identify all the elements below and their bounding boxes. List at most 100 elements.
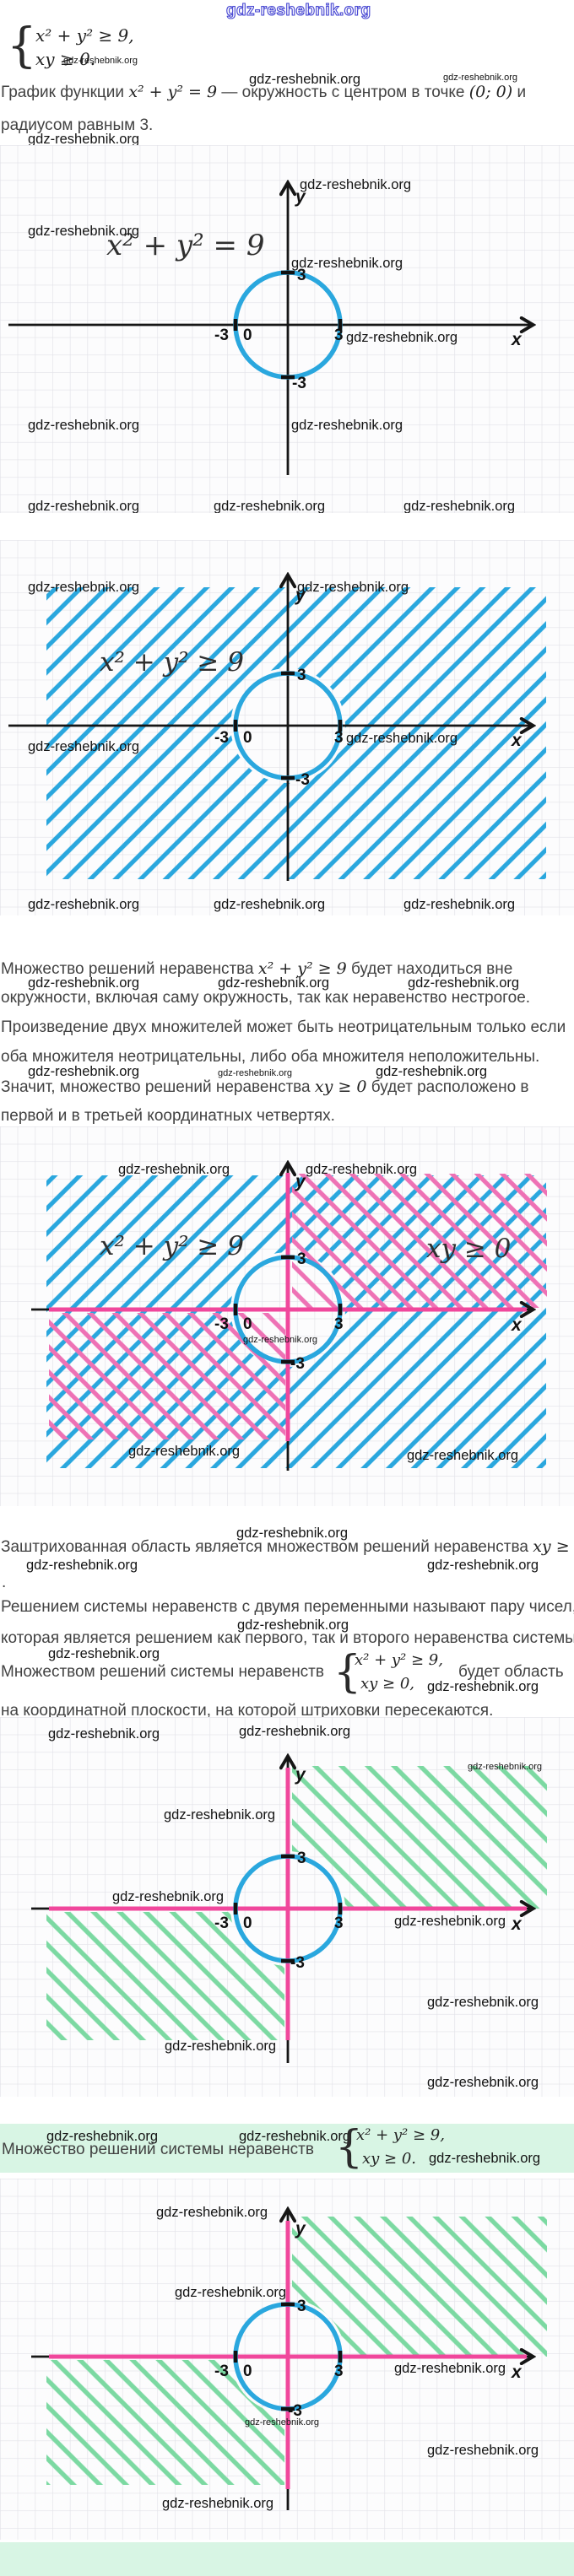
watermark: gdz-reshebnik.org — [239, 1724, 350, 1739]
system-line-2: xy ≥ 0. — [362, 2150, 417, 2168]
para-b5-lead: Множеством решений системы неравенств — [1, 1663, 324, 1681]
intro-line-2: радиусом равным 3. — [1, 116, 154, 134]
intro-text: График функции — [1, 84, 129, 101]
watermark: gdz-reshebnik.org — [164, 1807, 275, 1823]
header-watermark: gdz-reshebnik.org — [225, 1, 371, 19]
tick-label-3-top: 3 — [297, 1250, 306, 1268]
equation-right-label: xy ≥ 0 — [426, 1234, 511, 1264]
y-axis-label: y — [295, 1765, 306, 1785]
text: будет расположено в — [366, 1078, 529, 1096]
system-brace: { — [335, 2122, 364, 2173]
tick-label-3-right: 3 — [334, 327, 344, 344]
math: x² + y² ≥ 9 — [257, 959, 347, 978]
watermark: gdz-reshebnik.org — [346, 330, 458, 345]
tick-label-3-right: 3 — [334, 729, 344, 747]
watermark: gdz-reshebnik.org — [346, 731, 458, 746]
watermark: gdz-reshebnik.org — [26, 1558, 138, 1573]
tick-label-minus3-bottom: -3 — [290, 1954, 305, 1972]
para-a6: первой и в третьей координатных четвертя… — [1, 1107, 335, 1125]
watermark: gdz-reshebnik.org — [63, 56, 138, 66]
system-line-2: xy ≥ 0. — [35, 49, 96, 69]
bottom-band — [0, 2542, 574, 2576]
watermark: gdz-reshebnik.org — [427, 2443, 539, 2458]
system-brace: { — [7, 19, 37, 73]
watermark: gdz-reshebnik.org — [239, 2129, 351, 2144]
equation-label: x² + y² ≥ 9 — [100, 647, 244, 678]
tick-label-0: 0 — [243, 2363, 252, 2380]
text: Множество решений неравенства — [1, 960, 258, 978]
watermark: gdz-reshebnik.org — [427, 1995, 539, 2010]
math: xy ≥ 0 — [314, 1077, 367, 1096]
intro-text: и — [512, 84, 527, 101]
y-axis-label: y — [295, 586, 306, 605]
watermark: gdz-reshebnik.org — [28, 897, 139, 912]
green-hatch-q3 — [46, 1912, 284, 2040]
para-b1: Заштрихованная область является множеств… — [1, 1538, 574, 1556]
watermark: gdz-reshebnik.org — [162, 2496, 273, 2511]
watermark: gdz-reshebnik.org — [48, 1646, 160, 1661]
watermark: gdz-reshebnik.org — [218, 975, 330, 991]
watermark: gdz-reshebnik.org — [300, 177, 411, 192]
watermark: gdz-reshebnik.org — [156, 2205, 268, 2220]
tick-label-3-top: 3 — [297, 667, 306, 684]
watermark: gdz-reshebnik.org — [46, 2129, 159, 2144]
watermark: gdz-reshebnik.org — [408, 975, 520, 991]
tick-label-minus3-bottom: -3 — [295, 771, 310, 789]
watermark: gdz-reshebnik.org — [443, 73, 518, 83]
para-a3: Произведение двух множителей может быть … — [1, 1018, 566, 1036]
green-hatch-q3 — [46, 2360, 284, 2485]
watermark: gdz-reshebnik.org — [112, 1889, 224, 1904]
system-line-1: x² + y² ≥ 9, — [355, 1651, 443, 1669]
watermark: gdz-reshebnik.org — [48, 1726, 160, 1742]
watermark: gdz-reshebnik.org — [175, 2285, 286, 2300]
watermark: gdz-reshebnik.org — [376, 1064, 488, 1079]
intro-line-1: График функции x² + y² = 9 — окружность … — [1, 84, 526, 101]
text: Значит, множество решений неравенства — [1, 1078, 315, 1096]
watermark: gdz-reshebnik.org — [28, 224, 139, 239]
watermark: gdz-reshebnik.org — [427, 1558, 539, 1573]
system-line-1: x² + y² ≥ 9, — [35, 25, 134, 46]
watermark: gdz-reshebnik.org — [128, 1444, 240, 1459]
band-text: Множество решений системы неравенств — [2, 2141, 314, 2158]
tick-label-3-top: 3 — [297, 267, 306, 284]
watermark: gdz-reshebnik.org — [291, 418, 403, 433]
tick-label-minus3-left: -3 — [214, 2363, 229, 2380]
para-a1: Множество решений неравенства x² + y² ≥ … — [1, 960, 512, 978]
x-axis-label: x — [511, 1315, 523, 1335]
graph-inequality-circle: x² + y² ≥ 9 y x 3 -3 0 3 -3 gdz-reshebni… — [0, 540, 574, 915]
y-axis-label: y — [295, 187, 306, 207]
tick-label-minus3-left: -3 — [214, 1315, 229, 1333]
watermark: gdz-reshebnik.org — [214, 897, 325, 912]
tick-label-minus3-left: -3 — [214, 1914, 229, 1932]
intro-math: x² + y² = 9 — [128, 83, 218, 101]
watermark: gdz-reshebnik.org — [297, 580, 409, 595]
graph-system-solution: y x 3 -3 0 3 -3 gdz-reshebnik.org gdz-re… — [0, 1717, 574, 2097]
watermark: gdz-reshebnik.org — [394, 2361, 506, 2376]
tick-label-3-top: 3 — [297, 1850, 306, 1867]
watermark: gdz-reshebnik.org — [218, 1068, 293, 1078]
watermark: gdz-reshebnik.org — [28, 739, 139, 754]
system-line-2: xy ≥ 0, — [360, 1675, 415, 1693]
tick-label-minus3-bottom: -3 — [290, 1355, 305, 1373]
tick-label-3-top: 3 — [297, 2298, 306, 2315]
para-b5-tail: будет область — [458, 1663, 564, 1681]
intro-math-point: (0; 0) — [468, 83, 513, 101]
watermark: gdz-reshebnik.org — [427, 1679, 539, 1694]
x-axis-label: x — [511, 1914, 523, 1934]
green-hatch-q1 — [292, 1766, 547, 1909]
pink-hatch-q3 — [49, 1313, 285, 1439]
graph-circle: x² + y² = 9 y x 3 -3 0 3 -3 gdz-reshebni… — [0, 145, 574, 513]
system-line-1: x² + y² ≥ 9, — [356, 2126, 445, 2144]
tick-label-0: 0 — [243, 327, 252, 344]
blue-hatch-region — [46, 587, 546, 879]
tick-label-minus3-left: -3 — [214, 729, 229, 747]
watermark: gdz-reshebnik.org — [214, 499, 325, 513]
watermark: gdz-reshebnik.org — [403, 499, 515, 513]
watermark: gdz-reshebnik.org — [28, 499, 139, 513]
para-a5: Значит, множество решений неравенства xy… — [1, 1078, 529, 1096]
equation-label: x² + y² = 9 — [106, 229, 264, 262]
tick-label-minus3-bottom: -3 — [288, 2402, 302, 2420]
watermark: gdz-reshebnik.org — [165, 2039, 276, 2054]
green-hatch-q1 — [292, 2217, 547, 2357]
